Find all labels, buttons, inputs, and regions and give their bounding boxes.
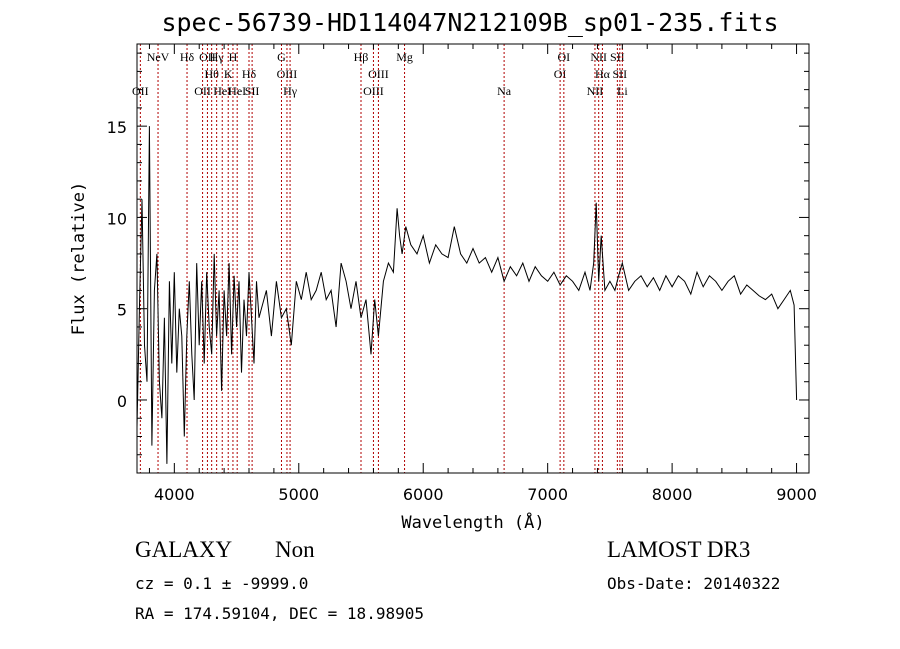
spectrum-series (136, 126, 798, 464)
line-label-14: G (277, 50, 286, 64)
x-axis-label: Wavelength (Å) (401, 511, 544, 533)
line-label-11: HeI (228, 84, 246, 98)
coordinates-info: RA = 174.59104, DEC = 18.98905 (135, 604, 424, 623)
line-label-23: OI (558, 50, 571, 64)
x-tick-label-5: 9000 (776, 485, 817, 504)
redshift-info: cz = 0.1 ± -9999.0 (135, 574, 309, 593)
x-tick-label-1: 5000 (278, 485, 319, 504)
line-label-3: Hδ (180, 50, 195, 64)
line-label-17: Hβ (354, 50, 369, 64)
chart-title: spec-56739-HD114047N212109B_sp01-235.fit… (161, 8, 779, 37)
spectrum-line (136, 126, 798, 464)
line-label-16: Hγ (283, 84, 298, 98)
line-label-19: OIII (368, 67, 389, 81)
plot-frame (136, 43, 810, 474)
line-label-1: NeV (147, 50, 170, 64)
line-label-6: Hθ (204, 67, 219, 81)
line-label-21: Na (497, 84, 512, 98)
y-axis-label: Flux (relative) (69, 182, 89, 336)
observation-date: Obs-Date: 20140322 (607, 574, 781, 593)
line-label-26: Hα (595, 67, 611, 81)
x-tick-label-2: 6000 (403, 485, 444, 504)
x-tick-label-0: 4000 (154, 485, 195, 504)
x-tick-label-3: 7000 (527, 485, 568, 504)
line-label-15: OIII (277, 67, 298, 81)
x-tick-label-4: 8000 (652, 485, 693, 504)
object-class: GALAXY (135, 537, 233, 562)
line-label-4: OII (194, 84, 211, 98)
line-label-24: NII (587, 84, 604, 98)
line-label-27: SII (610, 50, 625, 64)
y-tick-label-2: 10 (107, 209, 127, 228)
y-tick-label-0: 0 (117, 392, 127, 411)
line-label-12: Hδ (242, 67, 257, 81)
line-label-18: OIII (363, 84, 384, 98)
line-label-25: NII (590, 50, 607, 64)
line-label-2: OII (132, 84, 149, 98)
y-tick-label-3: 15 (107, 118, 127, 137)
line-label-28: SII (613, 67, 628, 81)
line-label-10: K (224, 67, 233, 81)
survey-name: LAMOST DR3 (607, 537, 751, 562)
line-label-8: HeI (213, 84, 231, 98)
object-subclass: Non (275, 537, 315, 562)
line-label-13: SII (245, 84, 260, 98)
line-label-22: OI (554, 67, 567, 81)
line-label-20: Mg (396, 50, 413, 64)
y-tick-label-1: 5 (117, 301, 127, 320)
line-label-29: Li (617, 84, 628, 98)
line-label-7: Hγ (210, 50, 225, 64)
line-label-9: H (229, 50, 238, 64)
emission-line-markers: NeVOIIHδOIIOIIHθHγHeIHKHeIHδSIIGOIIIHγHβ… (132, 44, 628, 473)
chart-axes: 4000 5000 6000 7000 8000 9000 0 5 10 15 Wavelength… (69, 43, 817, 533)
